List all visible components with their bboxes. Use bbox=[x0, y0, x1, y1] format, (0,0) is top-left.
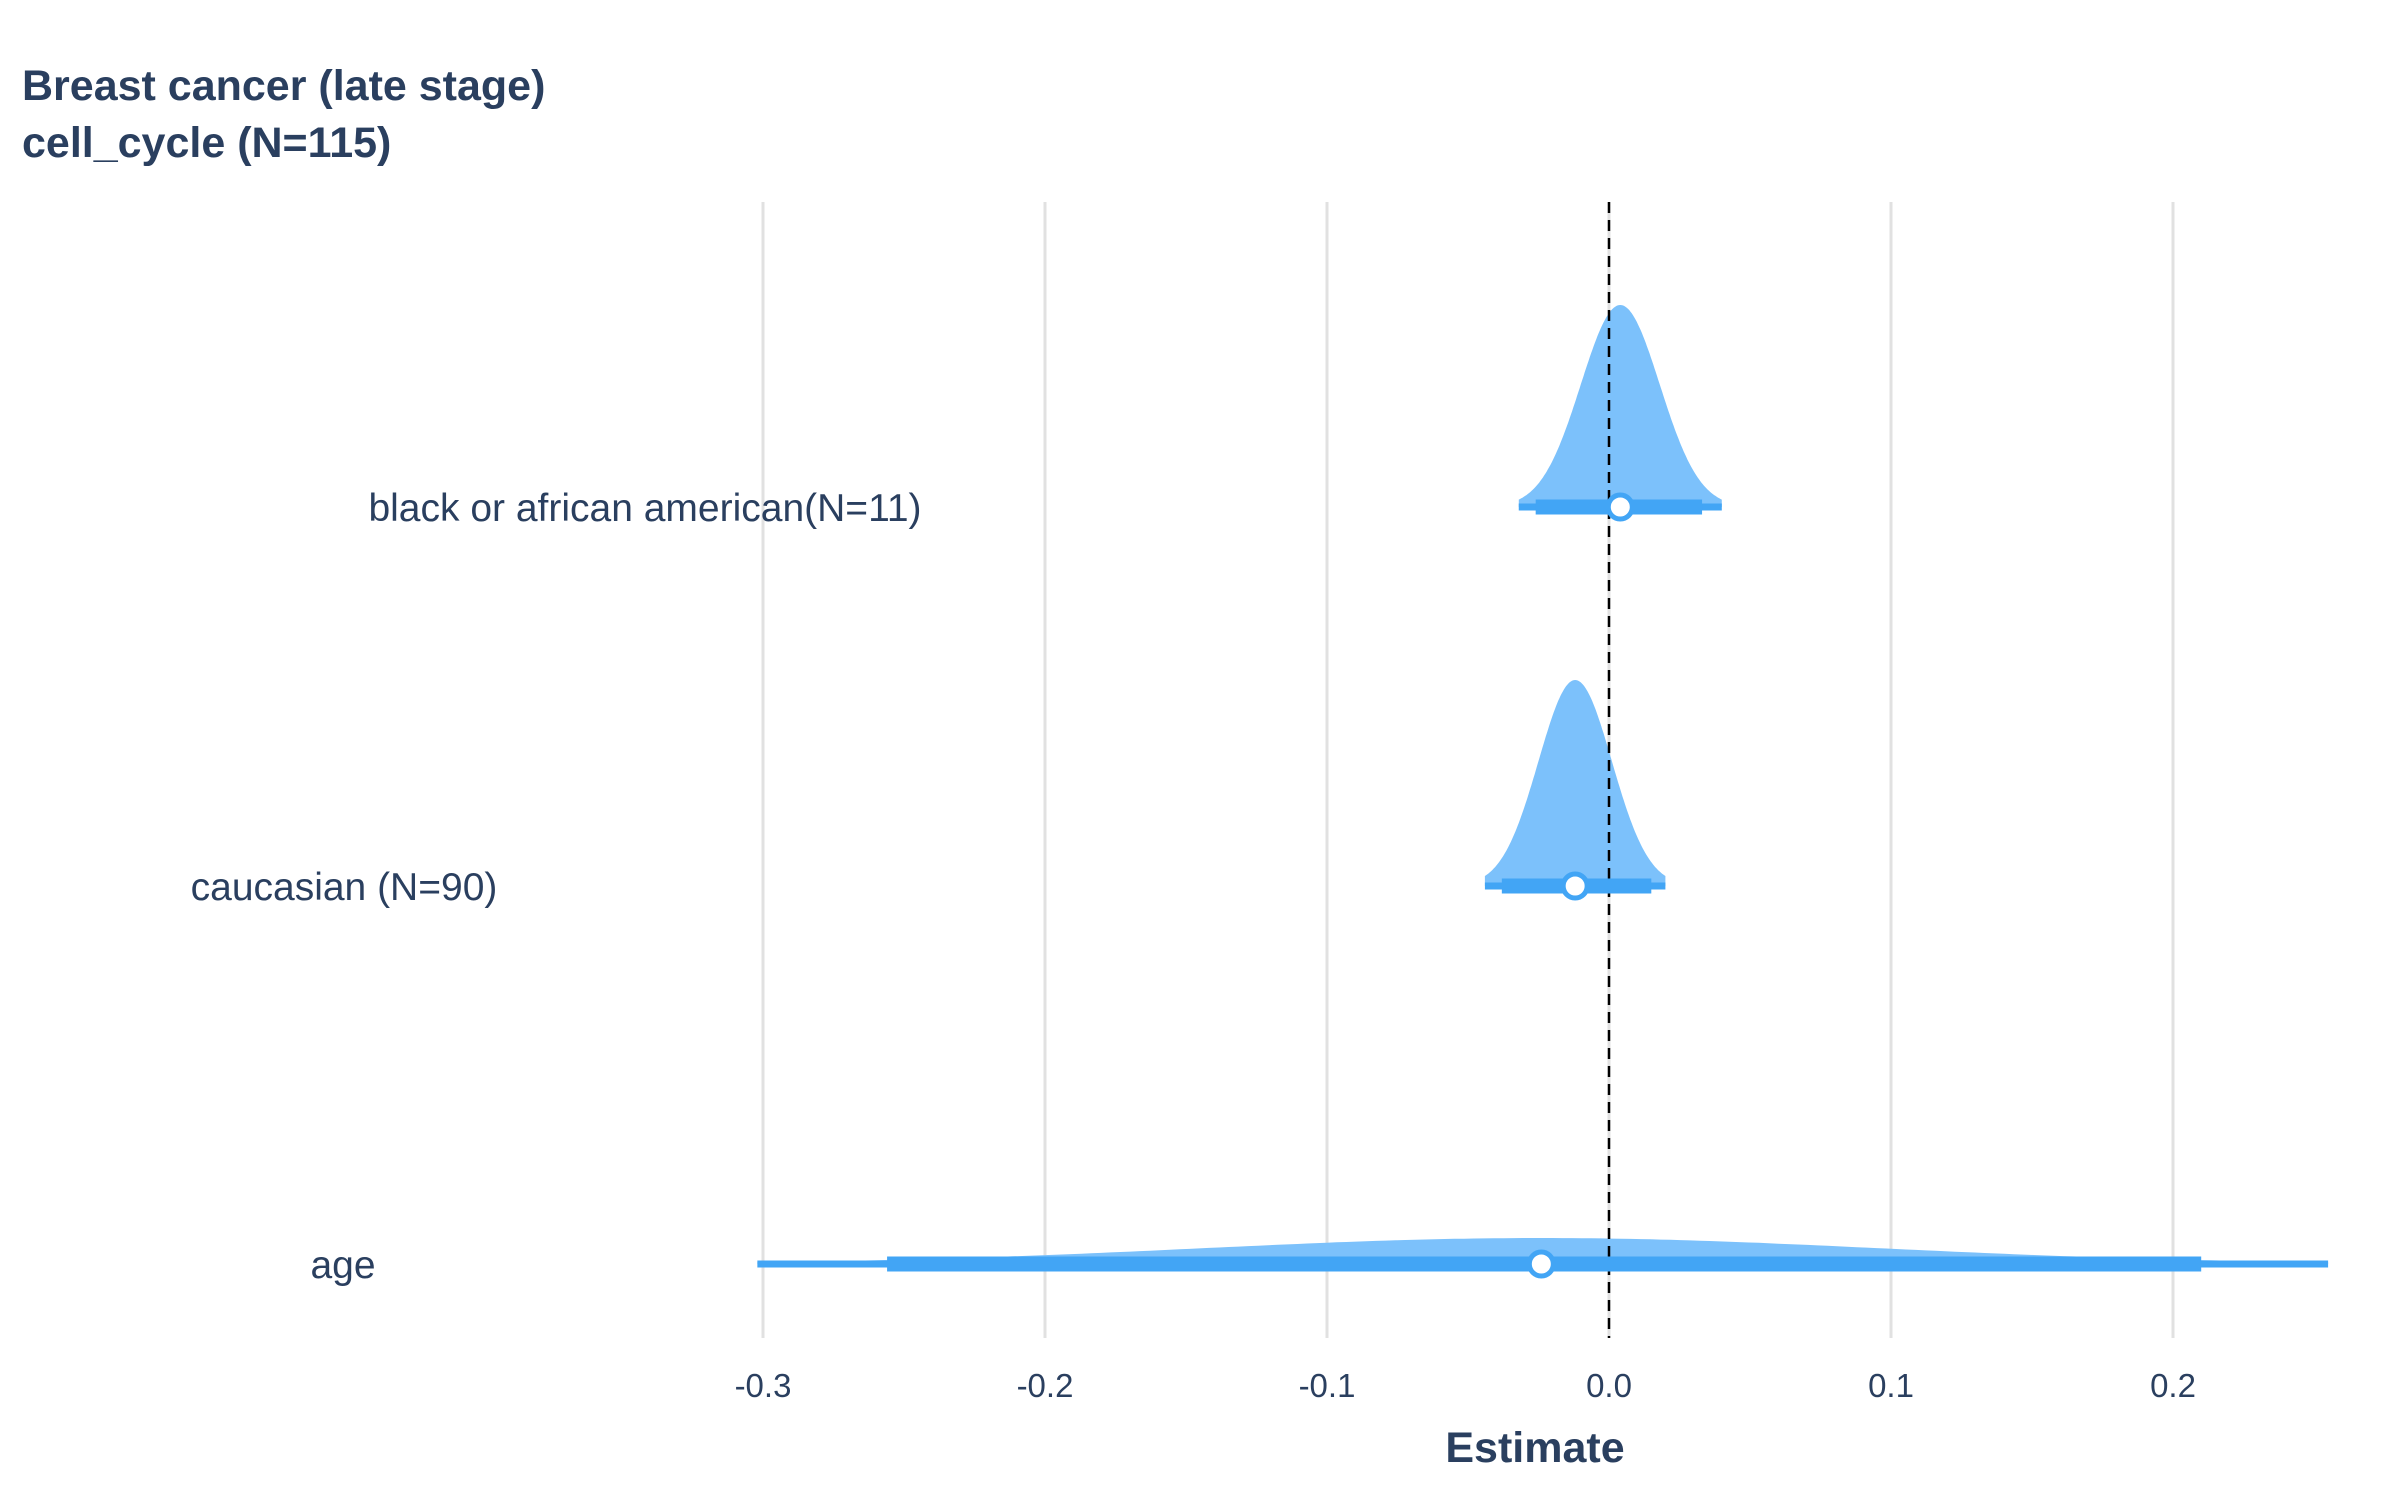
estimate-point-caucasian-n-90 bbox=[1560, 871, 1590, 901]
x-gridlines bbox=[761, 202, 2175, 1338]
estimate-point-black-or-african-american-n-11 bbox=[1605, 492, 1635, 522]
x-tick-label: 0.0 bbox=[1586, 1367, 1632, 1404]
x-tick-labels: -0.3 -0.2 -0.1 0.0 0.1 0.2 bbox=[735, 1367, 2196, 1404]
estimate-point-age bbox=[1526, 1249, 1556, 1279]
chart-title: Breast cancer (late stage) cell_cycle (N… bbox=[22, 62, 545, 167]
y-tick-label-black-or-african-american-n-11: black or african american(N=11) bbox=[368, 487, 921, 530]
y-tick-labels: black or african american(N=11) caucasian… bbox=[191, 487, 922, 1287]
x-tick-label: 0.1 bbox=[1868, 1367, 1914, 1404]
x-tick-label: -0.1 bbox=[1299, 1367, 1356, 1404]
chart-title-line-2: cell_cycle (N=115) bbox=[22, 119, 391, 167]
x-tick-label: -0.2 bbox=[1017, 1367, 1074, 1404]
y-tick-label-age: age bbox=[310, 1244, 375, 1287]
chart-title-line-1: Breast cancer (late stage) bbox=[22, 62, 545, 110]
estimate-points bbox=[1526, 492, 1635, 1279]
x-tick-label: -0.3 bbox=[735, 1367, 792, 1404]
violin-caucasian-n-90 bbox=[1484, 680, 1666, 886]
y-tick-label-caucasian-n-90: caucasian (N=90) bbox=[191, 866, 498, 909]
interval-bars bbox=[757, 499, 2329, 1272]
x-tick-label: 0.2 bbox=[2150, 1367, 2196, 1404]
violin-black-or-african-american-n-11 bbox=[1518, 305, 1722, 507]
x-axis-title: Estimate bbox=[1445, 1424, 1624, 1472]
violins bbox=[757, 305, 2329, 1264]
